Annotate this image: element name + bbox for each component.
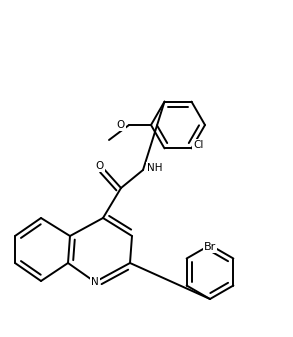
Text: O: O	[96, 161, 104, 171]
Text: NH: NH	[147, 163, 163, 173]
Text: Br: Br	[204, 242, 216, 252]
Text: Cl: Cl	[193, 141, 204, 150]
Text: O: O	[117, 120, 125, 130]
Text: N: N	[91, 277, 99, 287]
